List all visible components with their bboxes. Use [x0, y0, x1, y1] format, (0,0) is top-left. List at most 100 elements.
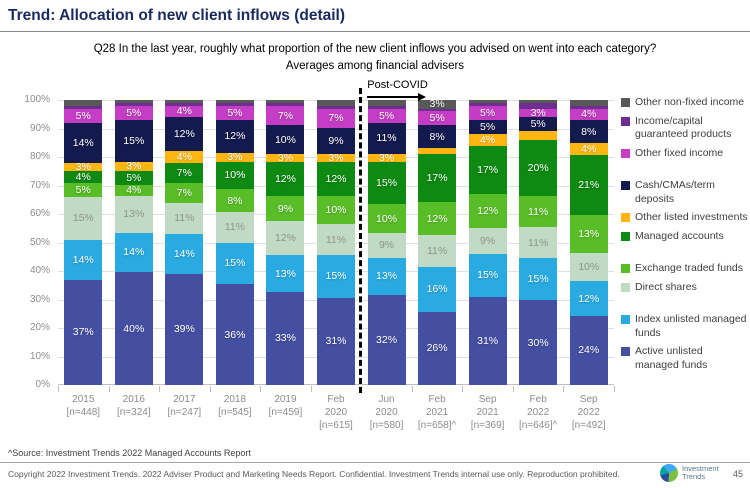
- y-axis-label: 60%: [29, 208, 50, 219]
- y-axis-label: 80%: [29, 151, 50, 162]
- x-axis-label: 2019 [n=459]: [268, 394, 303, 418]
- bar-segment: [114, 100, 153, 103]
- bar-segment-label: 3%: [126, 160, 142, 173]
- bar-segment-label: 11%: [426, 244, 448, 257]
- bar-segment: 3%: [114, 160, 153, 173]
- bar-segment-label: 7%: [328, 112, 344, 125]
- legend-swatch: [621, 231, 630, 241]
- x-axis-label: Feb 2022 [n=646]^: [519, 394, 558, 431]
- bar-segment-label: 9%: [378, 239, 395, 252]
- legend-item: Cash/CMAs/term deposits: [621, 179, 749, 206]
- bar-segment-label: 12%: [578, 292, 600, 305]
- bar-segment: 26%: [418, 311, 457, 385]
- bar-segment: 10%: [367, 204, 406, 233]
- investment-trends-logo-icon: [660, 464, 678, 482]
- bar-segment-label: 15%: [123, 134, 145, 147]
- bar-segment: 9%: [367, 232, 406, 259]
- bar-segment: [114, 102, 153, 106]
- bar-segment-label: 9%: [277, 202, 294, 215]
- legend-swatch: [621, 148, 630, 158]
- x-axis-label: Sep 2022 [n=492]: [571, 394, 606, 431]
- bar-segment-label: 16%: [426, 283, 448, 296]
- bar-segment: 4%: [569, 108, 608, 121]
- bar-segment: [468, 102, 507, 106]
- bar-segment: [165, 102, 204, 106]
- bar-segment-label: 10%: [224, 169, 246, 182]
- bar-segment-label: 13%: [376, 270, 398, 283]
- bar-segment: 15%: [215, 242, 254, 285]
- bar-segment: [519, 131, 558, 140]
- bar-segment: 11%: [215, 211, 254, 243]
- bar-segment-label: 15%: [376, 177, 398, 190]
- investment-trends-logo-text: Investment Trends: [682, 465, 719, 481]
- bar-segment-label: 15%: [72, 212, 94, 225]
- bar-segment: 11%: [418, 235, 457, 267]
- post-covid-arrow-icon: [367, 93, 427, 101]
- bar-segment: 15%: [519, 258, 558, 301]
- bar-segment: 11%: [519, 195, 558, 228]
- bar-segment-label: 13%: [123, 208, 145, 221]
- stacked-bar: 31% 15% 9% 12% 17% 4% 5% 5%: [468, 100, 507, 385]
- bar-segment: 3%: [266, 153, 305, 163]
- x-axis-label: 2015 [n=448]: [66, 394, 101, 418]
- bar-segment-label: 5%: [227, 106, 243, 119]
- x-axis-tick: [310, 386, 312, 392]
- bar-segment-label: 5%: [480, 106, 496, 119]
- stacked-bar: 40% 14% 13% 4% 5% 3% 15% 5%: [114, 100, 153, 385]
- stacked-bar: 33% 13% 12% 9% 12% 3% 10% 7%: [266, 100, 305, 385]
- stacked-bar: 26% 16% 11% 12% 17% 8% 5% 3%: [418, 98, 457, 385]
- bar-segment: [317, 105, 355, 109]
- bar-segment-label: 10%: [274, 133, 296, 146]
- bar-segment: 15%: [468, 253, 507, 297]
- bar-segment-label: 8%: [581, 125, 597, 138]
- legend-swatch: [621, 213, 630, 222]
- bar-segment-label: 11%: [376, 132, 397, 145]
- x-axis-tick: [614, 386, 615, 392]
- bar-segment-label: 5%: [480, 121, 496, 134]
- bar-segment-label: 9%: [328, 134, 344, 147]
- bar-segment-label: 13%: [578, 227, 600, 240]
- x-axis-tick: [209, 386, 211, 392]
- bar-segment: 12%: [468, 194, 507, 229]
- y-axis-label: 10%: [29, 350, 50, 362]
- bar-segment-label: 9%: [480, 235, 496, 248]
- bar-segment: 5%: [519, 117, 558, 132]
- bar-segment-label: 3%: [429, 98, 445, 111]
- bar-segment: 3%: [215, 152, 254, 163]
- bar-segment: 30%: [519, 300, 558, 385]
- bar-segment-label: 8%: [429, 130, 445, 143]
- bar-segment-label: 33%: [274, 332, 296, 345]
- bar-segment: 8%: [569, 120, 608, 144]
- x-axis-label: Feb 2021 [n=658]^: [417, 394, 457, 431]
- bar-segment: [266, 100, 305, 103]
- bar-segment-label: 10%: [325, 204, 347, 217]
- bar-segment: 14%: [64, 239, 103, 280]
- bar-segment-label: 12%: [173, 128, 195, 141]
- bar-segment-label: 4%: [581, 108, 597, 121]
- bar-segment: 7%: [317, 108, 355, 129]
- y-axis-label: 40%: [29, 265, 50, 276]
- bar-segment-label: 12%: [477, 205, 499, 218]
- chart-legend: Other non-fixed income Income/capital gua…: [621, 96, 749, 377]
- y-axis-label: 0%: [35, 379, 50, 390]
- bar-segment-label: 36%: [224, 328, 246, 341]
- bar-segment: 13%: [367, 258, 406, 295]
- legend-swatch: [621, 116, 630, 126]
- bar-segment-label: 15%: [527, 273, 549, 286]
- bar-segment: [64, 100, 103, 106]
- bar-segment: 10%: [569, 252, 608, 282]
- bar-segment: 39%: [165, 273, 204, 385]
- bar-segment-label: 4%: [480, 133, 496, 146]
- copyright-text: Copyright 2022 Investment Trends. 2022 A…: [8, 469, 620, 479]
- bar-segment: 13%: [266, 255, 305, 292]
- bar-segment: [215, 100, 254, 103]
- x-axis-tick: [159, 386, 161, 392]
- bar-segment-label: 11%: [528, 205, 549, 218]
- bar-segment: 33%: [266, 291, 305, 385]
- bar-segment: 15%: [317, 255, 355, 298]
- stacked-bar: 37% 14% 15% 5% 4% 3% 14% 5%: [64, 100, 103, 385]
- bar-segment: [519, 100, 558, 103]
- bar-segment: 12%: [165, 117, 204, 152]
- x-axis-tick: [58, 386, 59, 392]
- legend-item: Other fixed income: [621, 147, 749, 161]
